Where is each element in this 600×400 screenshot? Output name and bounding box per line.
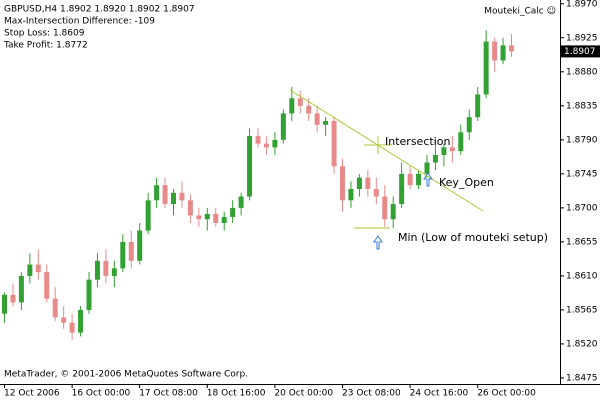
indicator-label: Mouteki_Calc ☺ (484, 6, 556, 17)
candle-body (458, 132, 464, 152)
info-line: Stop Loss: 1.8609 (4, 29, 85, 39)
y-tick-label: 1.8565 (566, 305, 598, 315)
candle-body (171, 192, 176, 205)
candle-body (449, 147, 455, 152)
y-tick-label: 1.8655 (566, 237, 598, 247)
candle-body (103, 260, 109, 276)
candle-body (263, 143, 269, 148)
candle-body (78, 309, 84, 333)
y-tick-label: 1.8835 (566, 101, 598, 111)
info-line: Max-Intersection Difference: -109 (4, 17, 155, 27)
candle-body (255, 136, 261, 144)
candle-body (365, 177, 371, 189)
candle-body (18, 275, 24, 303)
candle-body (331, 120, 337, 167)
candle-body (137, 230, 143, 261)
candle-body (441, 147, 447, 155)
footer: MetaTrader, © 2001-2006 MetaQuotes Softw… (4, 370, 248, 380)
candle-body (247, 136, 253, 197)
candle-body (52, 298, 58, 318)
plot (2, 30, 514, 341)
annotation: Intersection (385, 135, 450, 148)
candle-body (390, 204, 396, 220)
candle-body (306, 105, 312, 114)
candle-body (382, 196, 388, 220)
annotation: Key_Open (439, 176, 494, 189)
candle-body (509, 45, 514, 52)
candle-body (128, 241, 134, 261)
candle-body (272, 139, 278, 148)
y-tick-label: 1.8475 (566, 373, 598, 383)
key-open-arrow (423, 172, 433, 187)
candle-body (399, 173, 405, 205)
candle-body (356, 177, 362, 189)
annotation: Min (Low of mouteki setup) (398, 231, 548, 244)
candle-body (111, 268, 117, 276)
candle-body (492, 41, 498, 61)
x-tick-label: 23 Oct 08:00 (342, 389, 401, 399)
candle-body (196, 215, 202, 220)
x-tick-label: 20 Oct 00:00 (274, 389, 333, 399)
x-tick-label: 16 Oct 00:00 (72, 389, 131, 399)
candle-body (69, 322, 75, 333)
candle-body (314, 113, 320, 125)
y-tick-label: 1.8790 (566, 135, 598, 145)
candle-body (424, 162, 430, 174)
candle-body (35, 264, 41, 273)
candle-body (187, 200, 193, 216)
candle-body (221, 216, 227, 223)
candle-body (280, 113, 286, 140)
chart-title: GBPUSD,H4 1.8902 1.8920 1.8902 1.8907 (4, 5, 195, 15)
candle-body (238, 196, 244, 208)
candle-body (204, 213, 210, 220)
candle-body (297, 98, 303, 106)
x-tick-label: 12 Oct 2006 (4, 389, 60, 399)
y-tick-label: 1.8970 (566, 0, 598, 9)
candle-body (416, 173, 422, 186)
trend-line (289, 89, 484, 212)
candle-body (27, 264, 33, 276)
candle-body (475, 94, 481, 118)
candle-body (483, 41, 489, 95)
candle-body (162, 185, 168, 205)
current-price: 1.8907 (564, 47, 596, 57)
x-tick-label: 26 Oct 00:00 (477, 389, 536, 399)
candle-body (466, 117, 472, 133)
candle-body (348, 188, 354, 201)
y-tick-label: 1.8610 (566, 271, 598, 281)
info-line: Take Profit: 1.8772 (3, 41, 88, 51)
candle-body (145, 200, 151, 231)
candle-body (179, 192, 185, 201)
price-box (561, 45, 600, 58)
candle-body (373, 188, 379, 197)
x-tick-label: 17 Oct 08:00 (139, 389, 198, 399)
y-tick-label: 1.8880 (566, 67, 598, 77)
candle-body (2, 294, 7, 314)
min-arrow (373, 235, 383, 250)
candle-body (86, 279, 92, 310)
candle-body (289, 98, 295, 114)
x-tick-label: 24 Oct 16:00 (410, 389, 469, 399)
candle-body (213, 213, 219, 223)
x-tick-label: 18 Oct 16:00 (207, 389, 266, 399)
candle-body (500, 45, 506, 61)
candle-body (154, 185, 160, 201)
candle-body (61, 317, 67, 323)
candle-body (340, 166, 345, 201)
candle-body (44, 272, 50, 299)
candle-body (432, 154, 438, 163)
y-tick-label: 1.8520 (566, 339, 598, 349)
y-tick-label: 1.8700 (566, 203, 598, 213)
candle-body (120, 241, 126, 269)
y-tick-label: 1.8745 (566, 169, 598, 179)
candle-body (94, 260, 100, 280)
candle-body (323, 120, 329, 125)
candle-body (230, 207, 236, 217)
y-tick-label: 1.8925 (566, 33, 598, 43)
candle-body (10, 294, 16, 303)
candle-body (407, 173, 413, 186)
